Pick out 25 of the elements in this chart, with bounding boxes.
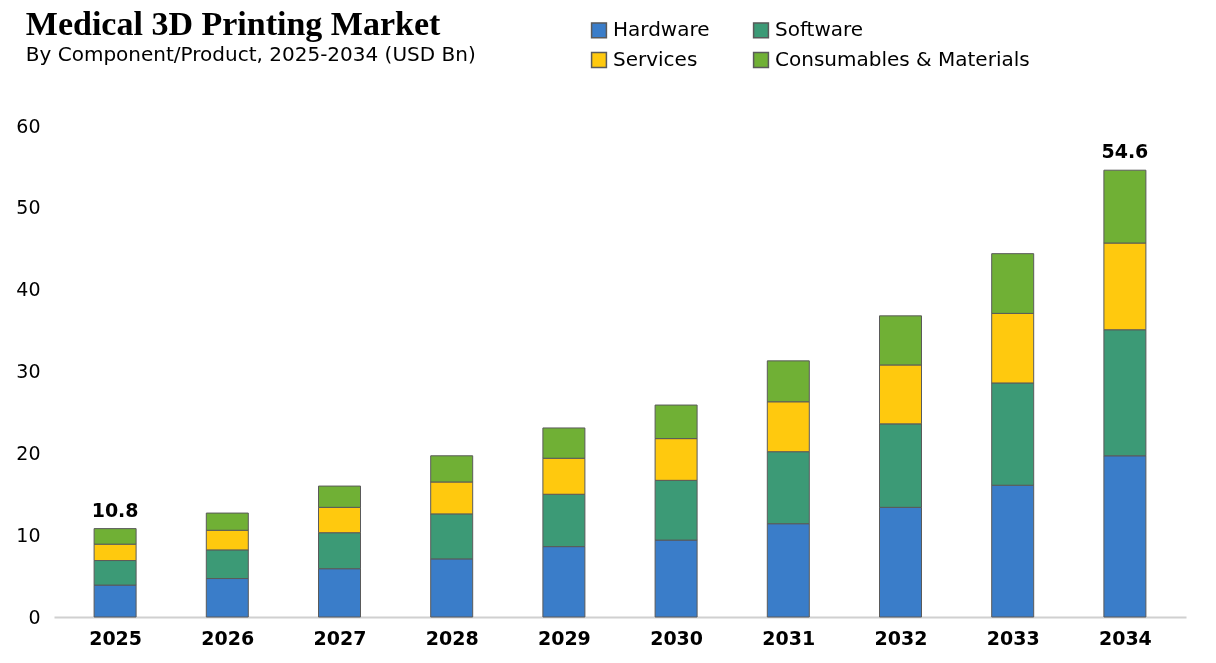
y-tick-label: 20 (16, 441, 41, 464)
y-tick-label: 0 (28, 605, 41, 628)
x-tick-label: 2030 (650, 626, 704, 649)
x-tick-label: 2027 (313, 626, 367, 649)
x-tick-label: 2026 (201, 626, 255, 649)
y-tick-label: 60 (16, 114, 41, 137)
chart-subtitle: By Component/Product, 2025-2034 (USD Bn) (25, 42, 476, 66)
legend-label: Services (613, 47, 698, 71)
chart-title: Medical 3D Printing Market (25, 5, 442, 42)
x-tick-label: 2025 (89, 626, 143, 649)
x-tick-label: 2032 (874, 626, 928, 649)
x-tick-label: 2028 (425, 626, 479, 649)
total-label: 10.8 (91, 498, 139, 521)
y-tick-label: 10 (16, 523, 41, 546)
y-tick-label: 30 (16, 360, 41, 382)
legend-label: Hardware (613, 17, 710, 42)
total-label: 54.6 (1101, 140, 1149, 163)
legend-label: Consumables & Materials (775, 47, 1030, 71)
x-tick-label: 2034 (1098, 626, 1152, 649)
y-tick-label: 50 (16, 196, 41, 219)
y-tick-label: 40 (16, 278, 41, 301)
legend-label: Software (775, 17, 864, 42)
x-tick-label: 2029 (537, 626, 591, 649)
x-tick-label: 2033 (986, 626, 1040, 649)
x-tick-label: 2031 (762, 626, 816, 649)
